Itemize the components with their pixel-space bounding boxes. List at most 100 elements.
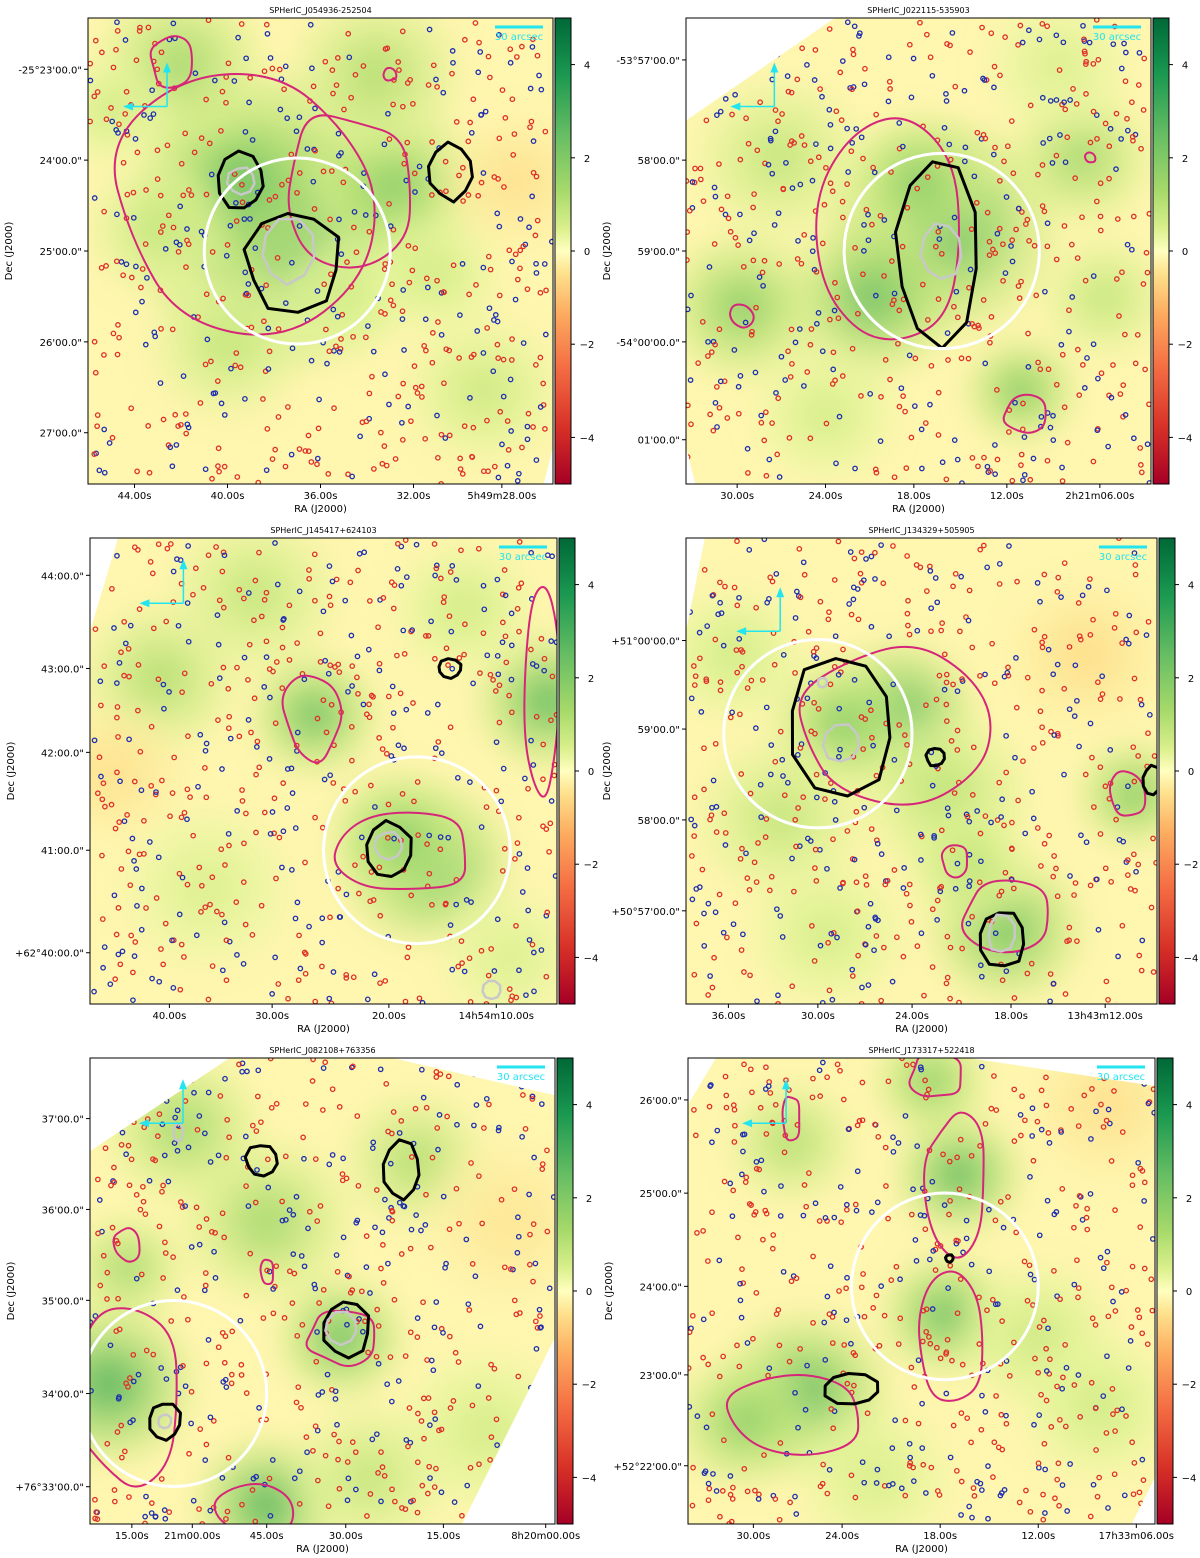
- red-galaxy: [378, 309, 384, 315]
- red-galaxy: [1082, 50, 1088, 57]
- red-galaxy: [245, 292, 252, 299]
- y-tick-label: +51°00'00.0": [612, 637, 680, 648]
- red-galaxy: [203, 794, 210, 801]
- blue-galaxy: [177, 203, 184, 210]
- red-galaxy: [279, 1198, 285, 1205]
- red-galaxy: [701, 745, 707, 752]
- red-galaxy: [343, 1175, 350, 1182]
- red-galaxy: [869, 734, 875, 741]
- colorbar-tick-label: 2: [1182, 154, 1188, 165]
- blue-galaxy: [918, 1066, 925, 1073]
- blue-galaxy: [727, 1473, 734, 1479]
- galaxy-markers: [688, 1058, 1155, 1524]
- red-galaxy: [777, 1440, 784, 1446]
- blue-galaxy: [312, 105, 318, 112]
- blue-galaxy: [188, 1244, 195, 1250]
- red-galaxy: [703, 678, 710, 685]
- red-galaxy: [238, 1372, 245, 1378]
- density-blob: [770, 1122, 812, 1162]
- colorbar-tick-label: 2: [1188, 674, 1194, 685]
- red-galaxy: [1001, 822, 1007, 829]
- blue-galaxy: [463, 1236, 470, 1243]
- red-galaxy: [487, 671, 494, 678]
- plot-frame: [687, 1057, 1156, 1525]
- red-galaxy: [188, 192, 195, 198]
- blue-galaxy: [1124, 127, 1131, 134]
- red-galaxy: [540, 380, 547, 387]
- red-galaxy: [771, 661, 778, 668]
- red-galaxy: [499, 87, 506, 93]
- red-galaxy: [185, 1316, 191, 1323]
- blue-galaxy: [308, 357, 315, 364]
- blue-galaxy: [910, 55, 917, 62]
- blue-galaxy: [398, 543, 405, 550]
- red-galaxy: [294, 189, 300, 196]
- red-galaxy: [249, 932, 256, 938]
- blue-galaxy: [827, 1263, 834, 1270]
- red-galaxy: [457, 455, 464, 462]
- blue-galaxy: [814, 320, 820, 327]
- red-galaxy: [1038, 1391, 1044, 1398]
- blue-galaxy: [771, 222, 778, 228]
- red-galaxy: [453, 1185, 460, 1192]
- red-galaxy: [273, 1263, 280, 1270]
- grey-contour: [373, 830, 404, 861]
- colorbar-tick-label: 0: [584, 247, 590, 258]
- x-tick-label: 18.00s: [923, 1531, 957, 1542]
- blue-galaxy: [856, 33, 862, 39]
- red-galaxy: [891, 474, 898, 481]
- red-galaxy: [1021, 1258, 1028, 1265]
- x-tick-label: 14h54m10.00s: [459, 1011, 534, 1022]
- red-galaxy: [143, 905, 149, 911]
- red-galaxy: [703, 676, 710, 683]
- red-galaxy: [99, 916, 106, 922]
- red-galaxy: [689, 853, 695, 859]
- red-galaxy: [1084, 1205, 1091, 1212]
- red-galaxy: [737, 711, 743, 718]
- red-galaxy: [406, 1405, 413, 1411]
- blue-galaxy: [861, 804, 868, 811]
- red-galaxy: [1041, 208, 1048, 215]
- red-galaxy: [449, 70, 455, 77]
- red-galaxy: [1131, 675, 1138, 682]
- blue-galaxy: [919, 1400, 925, 1407]
- red-galaxy: [958, 1478, 965, 1485]
- blue-galaxy: [800, 559, 807, 566]
- magenta-contour: [113, 73, 376, 336]
- red-galaxy: [296, 1501, 303, 1507]
- red-galaxy: [137, 1206, 144, 1213]
- red-galaxy: [485, 468, 491, 475]
- red-galaxy: [527, 124, 533, 131]
- red-galaxy: [95, 1230, 101, 1237]
- red-galaxy: [327, 216, 333, 223]
- red-galaxy: [749, 328, 755, 335]
- red-galaxy: [864, 1410, 871, 1417]
- blue-galaxy: [329, 1152, 336, 1158]
- blue-galaxy: [428, 1357, 435, 1364]
- red-galaxy: [539, 1166, 546, 1173]
- blue-galaxy: [913, 1258, 920, 1264]
- y-tick-label: 43:00.0": [41, 664, 84, 675]
- red-galaxy: [1059, 478, 1066, 484]
- red-galaxy: [944, 974, 951, 981]
- red-galaxy: [223, 1516, 229, 1522]
- red-galaxy: [516, 628, 522, 635]
- red-galaxy: [1057, 1296, 1063, 1303]
- red-galaxy: [1077, 636, 1084, 643]
- red-galaxy: [689, 1502, 696, 1509]
- red-galaxy: [1136, 952, 1143, 959]
- red-galaxy: [497, 408, 504, 415]
- x-axis-label: RA (J2000): [297, 1024, 350, 1035]
- red-galaxy: [769, 578, 776, 585]
- red-galaxy: [425, 632, 432, 639]
- red-galaxy: [213, 544, 219, 550]
- blue-galaxy: [982, 360, 989, 367]
- blue-galaxy: [263, 467, 270, 474]
- blue-galaxy: [126, 736, 132, 743]
- red-galaxy: [264, 1267, 270, 1274]
- blue-galaxy: [148, 1510, 155, 1516]
- blue-galaxy: [174, 1287, 181, 1294]
- blue-galaxy: [306, 923, 312, 930]
- red-galaxy: [182, 411, 189, 417]
- red-galaxy: [516, 814, 522, 821]
